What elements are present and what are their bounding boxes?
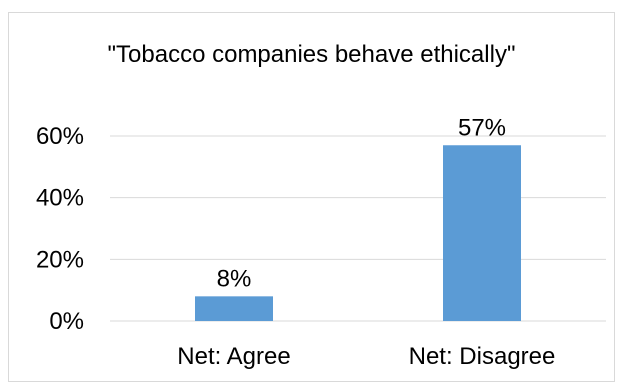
x-category-label: Net: Agree bbox=[177, 343, 290, 370]
chart-title: "Tobacco companies behave ethically" bbox=[107, 41, 516, 68]
y-tick-label: 60% bbox=[36, 123, 84, 150]
y-tick-label: 20% bbox=[36, 246, 84, 273]
bar bbox=[443, 145, 521, 321]
x-category-label: Net: Disagree bbox=[409, 343, 556, 370]
data-label: 57% bbox=[458, 114, 506, 141]
y-tick-label: 40% bbox=[36, 185, 84, 212]
y-tick-label: 0% bbox=[49, 308, 84, 335]
bar bbox=[195, 296, 273, 321]
data-label: 8% bbox=[217, 265, 252, 292]
